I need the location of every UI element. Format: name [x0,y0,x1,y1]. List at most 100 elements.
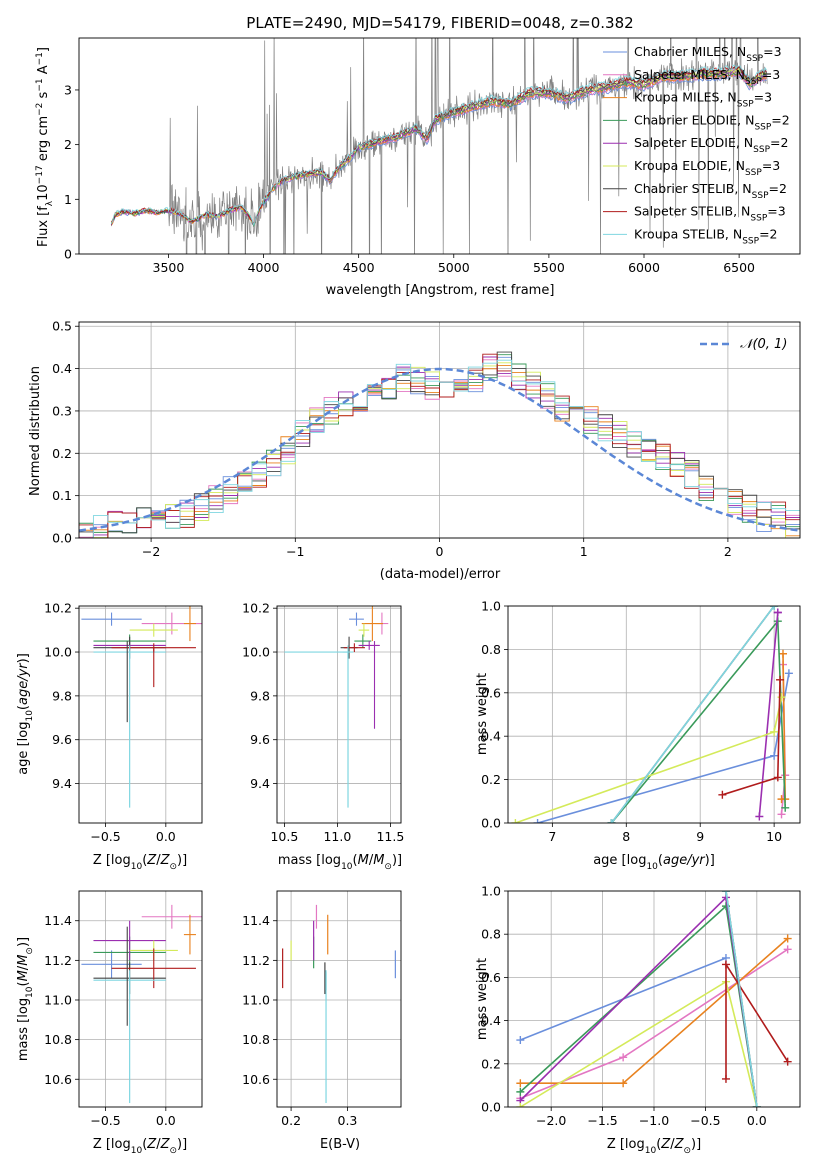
legend-label: Kroupa MILES, NSSP=3 [634,90,772,110]
legend-label: Salpeter ELODIE, NSSP=2 [634,135,788,155]
spectrum-xtick-label: 5000 [438,260,470,275]
weight-vs-age-plot [511,606,793,823]
age-vs-z-ytick-label: 10.2 [44,601,72,616]
spectrum-xtick-label: 6500 [723,260,755,275]
residuals-xtick-label: 2 [724,544,732,559]
age-vs-z-ytick-label: 9.6 [52,732,72,747]
weight-vs-age-xlabel: age [log10(age/yr)] [593,853,715,872]
age-weight-marker [776,675,785,684]
spectrum-xtick-label: 5500 [533,260,565,275]
age-vs-mass-ytick-label: 9.6 [250,732,270,747]
z-weight-marker [721,1074,730,1083]
age-vs-mass-plot [284,606,389,808]
age-vs-mass-ytick-label: 9.4 [250,776,270,791]
mass-vs-z-plot [81,904,202,1104]
residuals-ytick-label: 0.4 [52,361,72,376]
residuals-xtick-label: 1 [580,544,588,559]
model-spectrum-line [111,73,767,226]
weight-vs-age-ylabel: mass weight [475,673,490,755]
age-vs-mass-xtick-label: 11.5 [376,829,404,844]
legend-label: Chabrier MILES, NSSP=3 [634,44,782,64]
residuals-ytick-label: 0.3 [52,403,72,418]
mass-vs-z-ytick-label: 10.8 [44,1032,72,1047]
weight-vs-z-axes [504,890,800,1111]
age-weight-marker [770,727,779,736]
age-vs-z-xlabel: Z [log10(Z/Z⊙)] [93,853,187,872]
age-vs-mass-axes [273,606,401,827]
gaussian-legend-label: 𝒩(0, 1) [740,337,787,352]
age-weight-line [610,619,786,823]
weight-vs-z-frame [507,890,801,1108]
age-vs-z-xtick-label: −0.5 [90,829,120,844]
spectrum-axes [75,89,740,258]
mass-vs-z-xtick-label: −0.5 [90,1113,120,1128]
z-weight-marker [516,1079,525,1088]
weight-vs-age-xtick-label: 9 [696,829,704,844]
figure-title: PLATE=2490, MJD=54179, FIBERID=0048, z=0… [246,14,633,32]
residuals-ytick-label: 0.5 [52,319,72,334]
mass-vs-ebv-frame [276,890,402,1108]
z-weight-line [725,891,758,1107]
age-weight-marker [773,608,782,617]
age-weight-line [758,612,779,817]
z-weight-marker [752,1103,761,1107]
z-weight-marker [516,1103,525,1107]
weight-vs-z-xtick-label: −1.5 [587,1113,617,1128]
spectrum-xlabel: wavelength [Angstrom, rest frame] [326,283,555,298]
weight-vs-age-ytick-label: 0.6 [481,685,501,700]
age-vs-z-ytick-label: 9.8 [52,688,72,703]
mass-vs-z-frame [78,890,203,1108]
age-weight-marker [755,812,764,821]
age-vs-mass-ytick-label: 10.0 [242,645,270,660]
mass-vs-ebv-ytick-label: 11.2 [242,953,270,968]
weight-vs-age-xtick-label: 8 [622,829,630,844]
legend-label: Chabrier ELODIE, NSSP=2 [634,112,790,132]
mass-vs-ebv-ytick-label: 10.6 [242,1072,270,1087]
age-weight-line [515,696,783,823]
z-weight-marker [619,1053,628,1062]
z-weight-marker [721,960,730,969]
spectrum-xtick-label: 4000 [248,260,280,275]
age-vs-z-axes [75,606,202,827]
residuals-ytick-label: 0.0 [52,531,72,546]
age-vs-z-frame [78,605,203,824]
weight-vs-age-ytick-label: 0.4 [481,729,501,744]
weight-vs-age-ytick-label: 1.0 [481,599,501,614]
age-vs-mass-xtick-label: 11.0 [323,829,351,844]
z-weight-marker [721,891,730,895]
residuals-xtick-label: −1 [286,544,304,559]
mass-vs-z-axes [75,891,202,1111]
age-vs-mass-xtick-label: 10.5 [270,829,298,844]
age-weight-marker [607,819,616,823]
z-weight-line [519,904,758,1107]
z-weight-marker [516,1036,525,1045]
mass-vs-ebv-plot [282,904,396,1104]
age-weight-marker [770,751,779,760]
spectrum-ylabel: Flux [fλ10−17 erg cm−2 s−1 A−1] [35,47,55,247]
weight-vs-z-ylabel: mass weight [475,958,490,1040]
age-weight-marker [777,810,786,819]
spectrum-xtick-label: 3500 [153,260,185,275]
legend-label: Kroupa STELIB, NSSP=2 [634,226,778,246]
age-vs-z-ylabel: age [log10(age/yr)] [16,653,35,775]
model-spectrum-line [110,64,767,226]
residuals-axes [75,322,800,542]
weight-vs-age-ytick-label: 0.8 [481,642,501,657]
age-weight-marker [781,803,790,812]
spectrum-ytick-label: 0 [64,247,72,262]
mass-vs-z-ytick-label: 11.0 [44,992,72,1007]
residuals-xlabel: (data-model)/error [380,567,501,582]
age-vs-mass-ytick-label: 10.2 [242,601,270,616]
weight-vs-z-ytick-label: 0.0 [481,1100,501,1115]
weight-vs-age-ytick-label: 0.2 [481,772,501,787]
weight-vs-z-ytick-label: 0.4 [481,1013,501,1028]
age-vs-z-xtick-label: 0.0 [156,829,176,844]
mass-vs-z-ylabel: mass [log10(M/M⊙)] [16,937,35,1061]
mass-vs-ebv-xtick-label: 0.2 [281,1113,301,1128]
mass-vs-z-ytick-label: 11.2 [44,953,72,968]
z-weight-marker [783,934,792,943]
spectrum-ytick-label: 2 [64,137,72,152]
age-vs-z-ytick-label: 10.0 [44,645,72,660]
mass-vs-ebv-ytick-label: 11.4 [242,913,270,928]
legend-label: Salpeter STELIB, NSSP=3 [634,204,786,224]
